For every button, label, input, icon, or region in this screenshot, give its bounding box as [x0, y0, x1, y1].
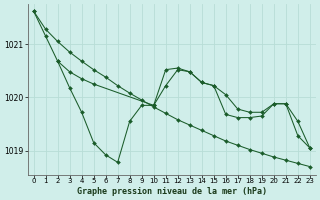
- X-axis label: Graphe pression niveau de la mer (hPa): Graphe pression niveau de la mer (hPa): [77, 187, 267, 196]
